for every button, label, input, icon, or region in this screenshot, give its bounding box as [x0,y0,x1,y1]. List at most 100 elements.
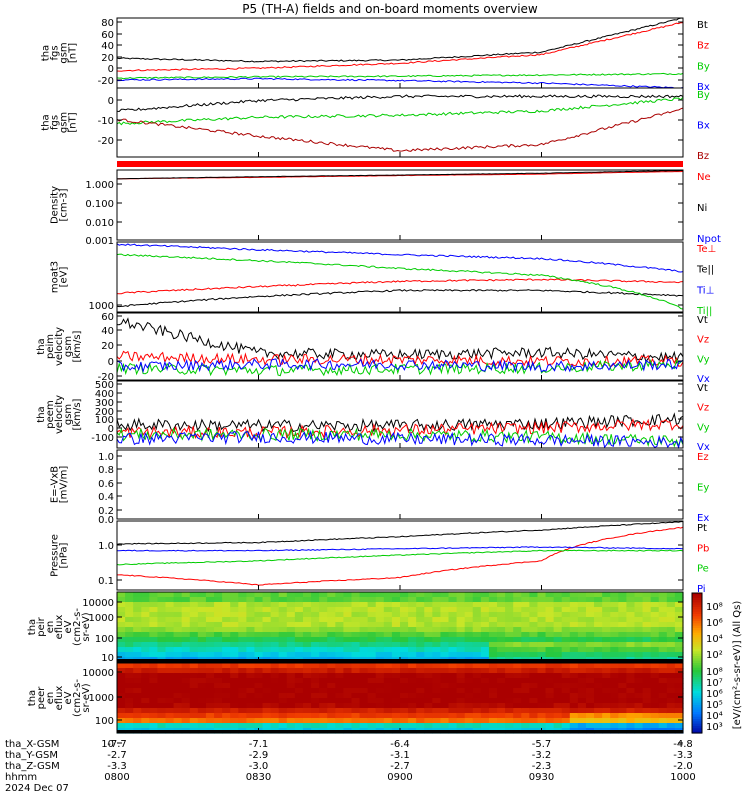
spectrogram-cell [577,602,587,608]
spectrogram-cell [230,592,239,598]
spectrogram-cell [343,647,353,653]
spectrogram-cell [351,652,361,658]
spectrogram-cell [529,652,539,658]
y-tick-label: 40 [101,326,114,337]
spectrogram-cell [278,612,288,618]
spectrogram-cell [456,663,466,669]
spectrogram-cell [521,678,530,684]
spectrogram-cell [480,652,490,658]
spectrogram-cell [424,703,433,709]
spectrogram-cell [521,698,530,704]
spectrogram-cell [197,607,207,613]
spectrogram-cell [173,688,183,694]
ephemeris-value: -4.8 [673,739,693,750]
spectrogram-cell [585,673,595,679]
spectrogram-cell [278,718,288,724]
colorbar-tick: 10⁷ [706,678,723,689]
spectrogram-cell [569,617,579,623]
spectrogram-cell [294,612,304,618]
spectrogram-cell [343,663,353,669]
spectrogram-cell [359,652,369,658]
spectrogram-cell [666,698,676,704]
spectrogram-cell [254,647,264,653]
spectrogram-cell [367,698,377,704]
spectrogram-cell [408,713,417,719]
spectrogram-cell [125,592,134,598]
spectrogram-cell [165,718,175,724]
spectrogram-cell [408,597,417,603]
spectrogram-cell [400,622,409,628]
spectrogram-cell [650,693,660,699]
spectrogram-cell [432,688,442,694]
spectrogram-cell [602,652,611,658]
spectrogram-cell [505,703,514,709]
spectrogram-cell [117,713,126,719]
spectrogram-cell [383,723,393,729]
spectrogram-cell [205,627,215,633]
spectrogram-cell [278,673,288,679]
spectrogram-cell [165,642,175,648]
spectrogram-cell [424,617,433,623]
spectrogram-cell [205,647,215,653]
spectrogram-cell [513,678,522,684]
spectrogram-cell [666,647,676,653]
ephemeris-value: 0900 [387,772,412,783]
spectrogram-cell [117,678,126,684]
spectrogram-cell [125,627,134,633]
spectrogram-cell [343,678,353,684]
spectrogram-cell [230,602,239,608]
spectrogram-cell [650,698,660,704]
spectrogram-cell [383,637,393,643]
spectrogram-cell [537,602,547,608]
spectrogram-cell [464,683,474,689]
spectrogram-cell [432,637,442,643]
spectrogram-cell [173,607,183,613]
spectrogram-cell [416,678,425,684]
ephemeris-value: -3.3 [673,750,693,761]
spectrogram-cell [674,607,684,613]
spectrogram-cell [141,713,150,719]
spectrogram-cell [658,627,668,633]
y-axis-label: eV [63,691,74,704]
legend-Pb: Pb [697,543,709,554]
spectrogram-cell [351,602,361,608]
spectrogram-cell [149,708,159,714]
spectrogram-cell [117,708,126,714]
y-tick-label: 1.0 [98,452,114,463]
spectrogram-cell [642,713,652,719]
spectrogram-cell [359,607,369,613]
spectrogram-cell [634,678,644,684]
spectrogram-cell [214,637,223,643]
spectrogram-cell [294,622,304,628]
spectrogram-cell [319,622,328,628]
spectrogram-cell [157,703,167,709]
spectrogram-cell [416,703,425,709]
spectrogram-cell [133,632,142,638]
spectrogram-cell [359,663,369,669]
spectrogram-cell [497,668,506,674]
y-axis-label: gsm [59,42,70,63]
spectrogram-cell [408,718,417,724]
spectrogram-cell [165,688,175,694]
spectrogram-cell [181,637,191,643]
legend-Bx: Bx [697,121,710,132]
spectrogram-cell [319,592,328,598]
spectrogram-cell [351,688,361,694]
spectrogram-cell [214,607,223,613]
spectrogram-cell [375,597,385,603]
series-Te|| [116,289,684,308]
spectrogram-cell [618,592,627,598]
spectrogram-cell [222,652,231,658]
spectrogram-cell [181,632,191,638]
spectrogram-cell [335,632,344,638]
spectrogram-cell [400,688,409,694]
spectrogram-cell [125,688,134,694]
spectrogram-cell [497,602,506,608]
spectrogram-cell [618,637,627,643]
spectrogram-cell [634,713,644,719]
ephemeris-value: 0830 [246,772,271,783]
colorbar-cell [692,663,702,666]
spectrogram-cell [391,627,401,633]
colorbar-cell [692,604,702,608]
spectrogram-cell [278,647,288,653]
